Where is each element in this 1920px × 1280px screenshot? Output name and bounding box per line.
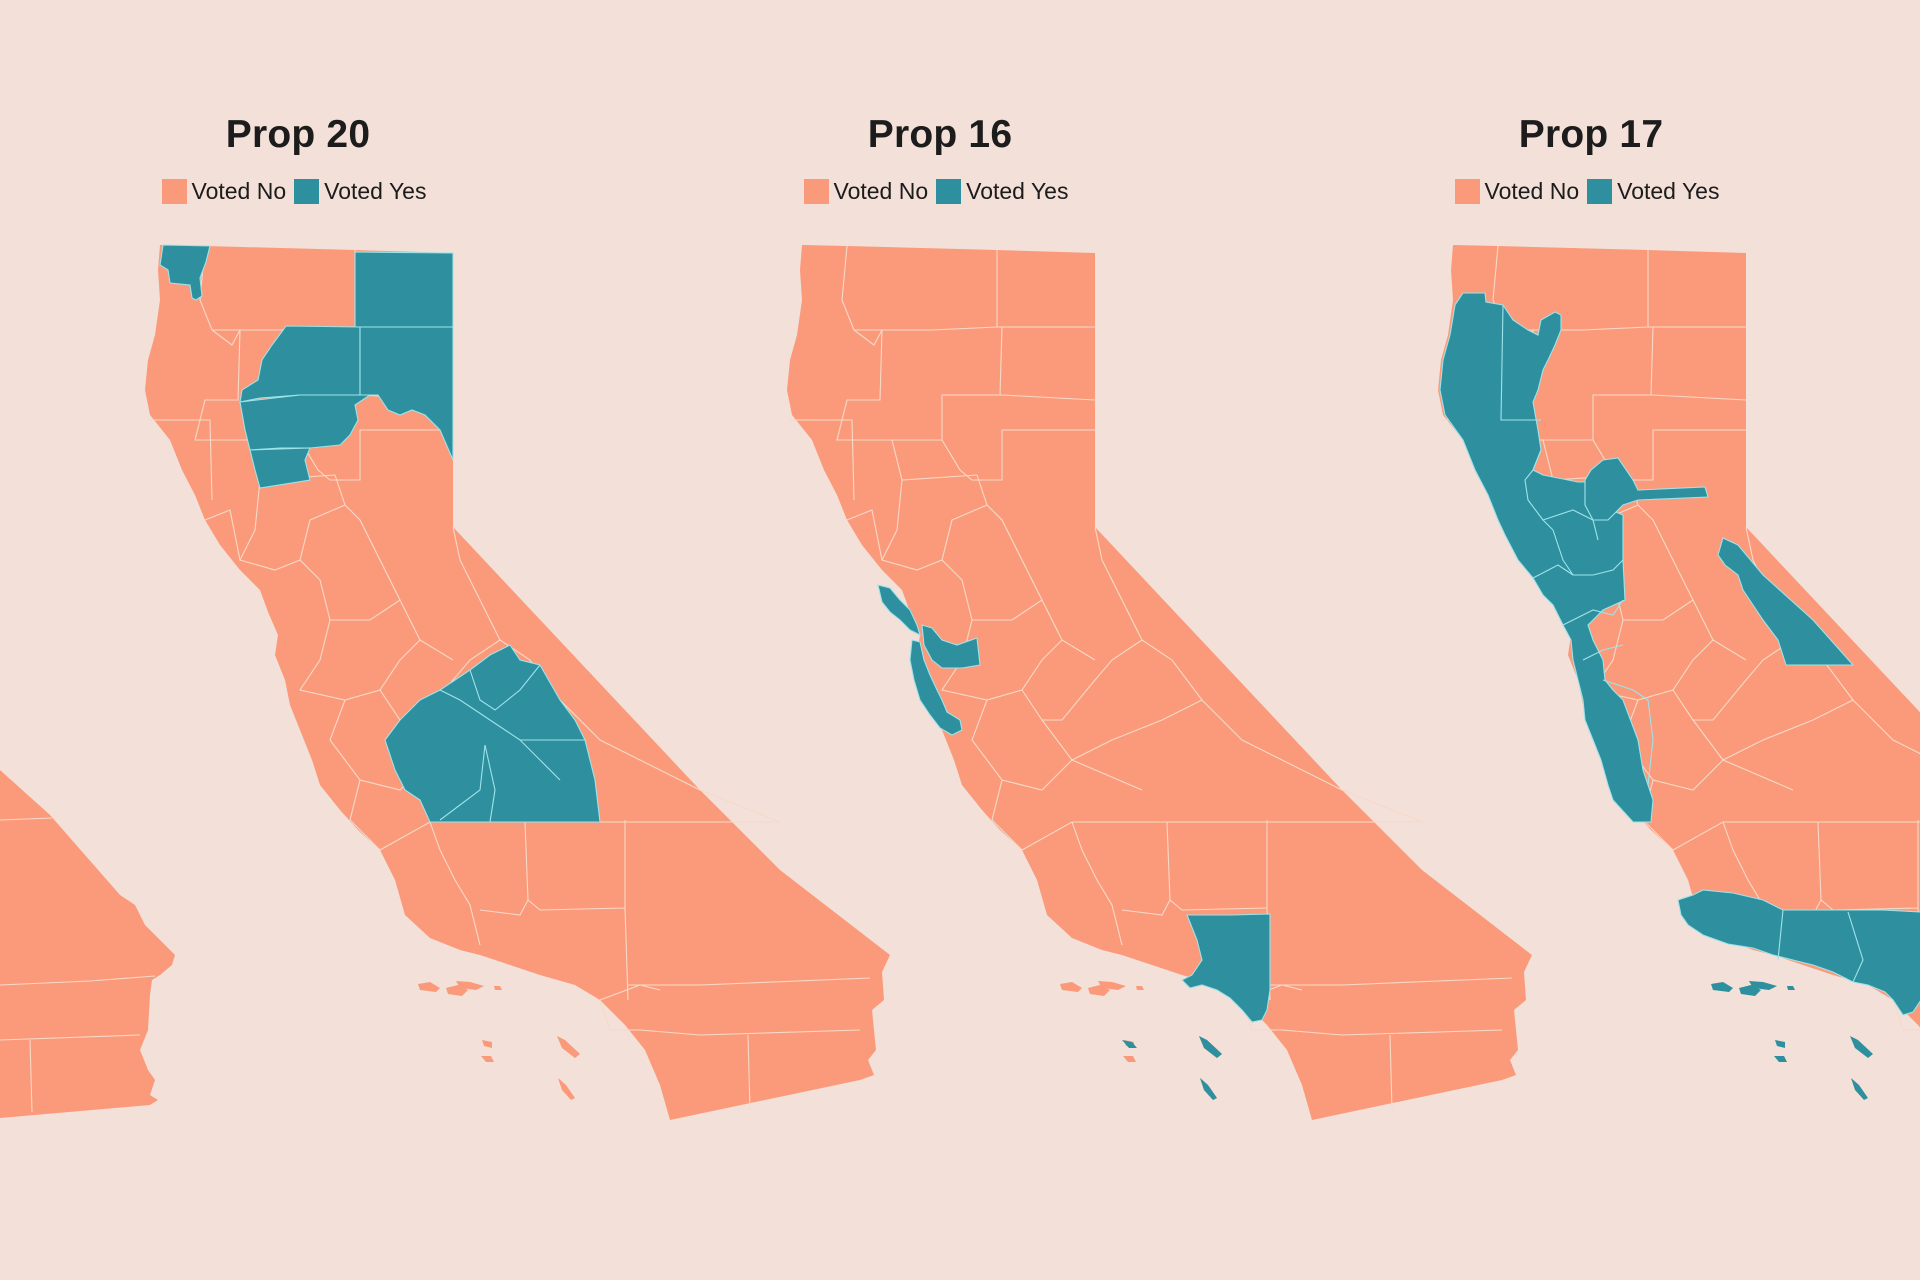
partial-map-left bbox=[0, 770, 175, 1118]
legend: Voted No Voted Yes bbox=[760, 178, 1120, 205]
legend: Voted No Voted Yes bbox=[1411, 178, 1771, 205]
yes-counties-prop20 bbox=[159, 244, 601, 823]
legend-swatch-yes bbox=[936, 179, 962, 204]
legend-label-no: Voted No bbox=[191, 178, 287, 204]
map-prop16 bbox=[787, 245, 1532, 1120]
legend-swatch-no bbox=[803, 179, 829, 204]
legend-label-no: Voted No bbox=[1484, 178, 1580, 204]
map-title: Prop 16 bbox=[867, 113, 1013, 156]
map-prop17 bbox=[1438, 245, 1920, 1120]
yes-counties-prop16 bbox=[877, 584, 1271, 1023]
legend-label-no: Voted No bbox=[833, 178, 929, 204]
legend-label-yes: Voted Yes bbox=[966, 178, 1069, 204]
legend-swatch-no bbox=[1454, 179, 1480, 204]
legend-swatch-yes bbox=[294, 179, 320, 204]
panel-header-prop17: Prop 17 Voted No Voted Yes bbox=[1411, 108, 1771, 205]
legend-swatch-no bbox=[161, 179, 187, 204]
legend: Voted No Voted Yes bbox=[118, 178, 478, 205]
panel-header-prop20: Prop 20 Voted No Voted Yes bbox=[118, 108, 478, 205]
yes-counties-prop17 bbox=[1439, 292, 1920, 1016]
map-title: Prop 17 bbox=[1518, 113, 1664, 156]
legend-label-yes: Voted Yes bbox=[324, 178, 427, 204]
legend-swatch-yes bbox=[1587, 179, 1613, 204]
map-prop20 bbox=[145, 244, 890, 1120]
map-title: Prop 20 bbox=[225, 113, 371, 156]
legend-label-yes: Voted Yes bbox=[1617, 178, 1720, 204]
panel-header-prop16: Prop 16 Voted No Voted Yes bbox=[760, 108, 1120, 205]
